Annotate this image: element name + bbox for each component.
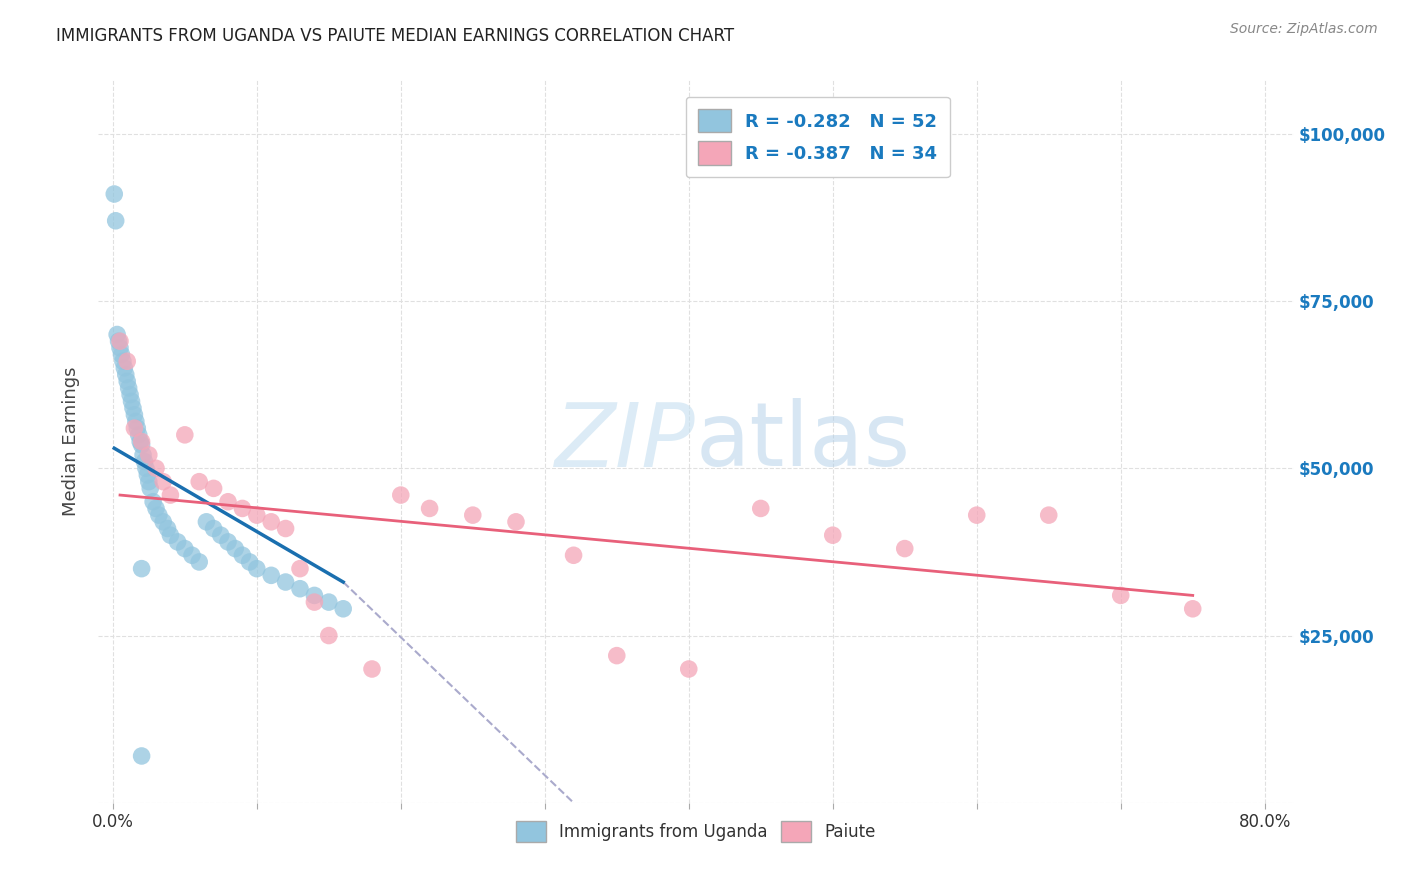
Point [288,582,311,596]
Point [110,348,132,362]
Point [893,541,915,556]
Point [274,575,297,590]
Point [318,595,340,609]
Point [166,534,188,549]
Point [246,562,269,576]
Point [124,408,146,422]
Point [131,438,153,452]
Point [224,541,246,556]
Point [966,508,988,523]
Point [131,434,153,449]
Point [173,541,195,556]
Point [128,427,150,442]
Point [129,434,152,449]
Point [239,555,262,569]
Point [461,508,484,523]
Point [209,528,232,542]
Point [105,327,128,342]
Point [139,482,162,496]
Text: Source: ZipAtlas.com: Source: ZipAtlas.com [1230,22,1378,37]
Point [821,528,844,542]
Point [678,662,700,676]
Point [156,521,179,535]
Y-axis label: Median Earnings: Median Earnings [62,367,80,516]
Point [145,461,167,475]
Point [131,562,153,576]
Point [332,602,354,616]
Point [260,515,283,529]
Point [142,494,165,508]
Point [121,394,143,409]
Point [749,501,772,516]
Point [118,381,141,395]
Point [138,448,160,462]
Point [107,334,129,348]
Point [115,354,138,368]
Point [304,595,326,609]
Point [159,528,181,542]
Point [120,387,142,401]
Point [1181,602,1204,616]
Point [122,401,145,416]
Point [103,187,125,202]
Point [112,361,135,376]
Point [135,461,157,475]
Legend: Immigrants from Uganda, Paiute: Immigrants from Uganda, Paiute [506,811,886,852]
Point [1038,508,1060,523]
Point [231,548,253,563]
Point [136,467,159,482]
Point [304,589,326,603]
Point [132,448,155,462]
Point [202,482,225,496]
Point [108,341,131,355]
Point [260,568,283,582]
Point [114,368,136,382]
Point [231,501,253,516]
Point [173,427,195,442]
Point [181,548,204,563]
Point [131,749,153,764]
Point [104,213,127,227]
Point [217,494,239,508]
Point [124,421,146,435]
Point [152,475,174,489]
Point [288,562,311,576]
Point [108,334,131,348]
Text: atlas: atlas [696,398,911,485]
Point [505,515,527,529]
Point [188,475,211,489]
Point [195,515,218,529]
Point [134,454,156,469]
Point [318,628,340,642]
Point [217,534,239,549]
Point [202,521,225,535]
Point [274,521,297,535]
Point [1109,589,1132,603]
Point [606,648,628,663]
Point [152,515,174,529]
Point [127,421,149,435]
Point [562,548,585,563]
Point [361,662,384,676]
Text: ZIP: ZIP [555,399,696,484]
Point [148,508,170,523]
Point [188,555,211,569]
Point [138,475,160,489]
Point [389,488,412,502]
Point [246,508,269,523]
Point [111,354,134,368]
Point [125,414,148,428]
Text: IMMIGRANTS FROM UGANDA VS PAIUTE MEDIAN EARNINGS CORRELATION CHART: IMMIGRANTS FROM UGANDA VS PAIUTE MEDIAN … [56,27,734,45]
Point [419,501,441,516]
Point [145,501,167,516]
Point [115,375,138,389]
Point [159,488,181,502]
